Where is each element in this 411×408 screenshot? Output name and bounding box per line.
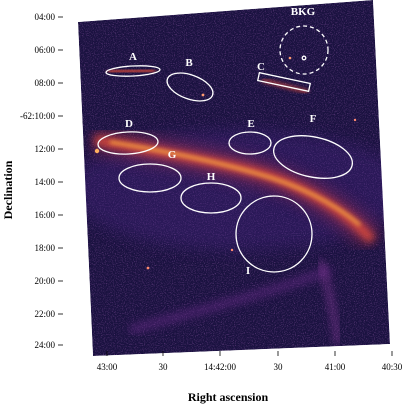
region-d-ellipse: [97, 131, 159, 155]
region-label-e: E: [247, 118, 254, 130]
x-tick-label: 41:00: [325, 362, 346, 372]
y-tick-label: 06:00: [34, 45, 55, 55]
region-label-f: F: [310, 113, 317, 125]
region-label-bkg: BKG: [291, 6, 316, 18]
region-b-ellipse: [166, 72, 214, 102]
y-tick-label: 14:00: [34, 177, 55, 187]
region-label-a: A: [129, 51, 137, 63]
region-label-b: B: [185, 57, 193, 69]
y-tick-label: 20:00: [34, 276, 55, 286]
y-tick-label: 22:00: [34, 309, 55, 319]
y-tick-label: 16:00: [34, 210, 55, 220]
y-tick-label: 04:00: [34, 12, 55, 22]
region-label-g: G: [168, 149, 177, 161]
region-e-ellipse: [228, 131, 272, 155]
y-tick-label: 24:00: [34, 340, 55, 350]
x-axis-title: Right ascension: [188, 390, 269, 404]
y-tick-label: 12:00: [34, 144, 55, 154]
tick-marks: [58, 16, 393, 356]
region-label-d: D: [125, 118, 133, 130]
region-a-ellipse: [105, 65, 161, 77]
region-label-h: H: [207, 171, 216, 183]
sky-image: [78, 0, 390, 356]
x-tick-label: 30: [274, 362, 284, 372]
region-c-box: [256, 71, 312, 93]
region-g-ellipse: [118, 163, 182, 193]
y-axis-title: Declination: [1, 160, 15, 219]
region-h-ellipse: [180, 182, 242, 214]
x-tick-label: 40:30: [382, 362, 403, 372]
y-tick-labels: 04:00 06:00 08:00 -62:10:00 12:00 14:00 16:00 1…: [20, 12, 55, 350]
x-tick-label: 43:00: [97, 362, 118, 372]
region-f-ellipse: [273, 135, 353, 179]
x-tick-label: 30: [159, 362, 169, 372]
region-overlays: [97, 25, 353, 273]
region-labels: A B C D E F G H I BKG: [125, 6, 317, 277]
region-label-c: C: [257, 61, 265, 73]
y-tick-label: -62:10:00: [20, 111, 55, 121]
region-bkg-circle: [279, 25, 329, 75]
x-tick-label: 14:42:00: [204, 362, 237, 372]
y-tick-label: 08:00: [34, 78, 55, 88]
region-i-circle: [235, 195, 313, 273]
bkg-source-marker: [301, 55, 307, 61]
region-label-i: I: [246, 265, 250, 277]
y-tick-label: 18:00: [34, 243, 55, 253]
x-tick-labels: 43:00 30 14:42:00 30 41:00 40:30: [97, 362, 403, 372]
